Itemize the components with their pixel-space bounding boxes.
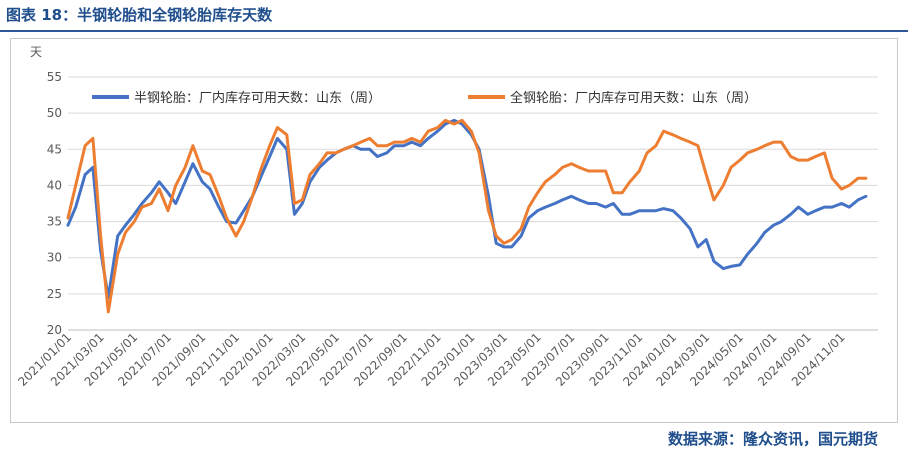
grid-layer: [68, 76, 878, 331]
y-axis-ticks: 20 25 30 35 40 45 50 55: [47, 70, 62, 337]
y-tick-label: 30: [47, 251, 62, 265]
legend: 半钢轮胎：厂内库存可用天数：山东（周） 全钢轮胎：厂内库存可用天数：山东（周）: [92, 90, 757, 106]
y-tick-label: 20: [47, 323, 62, 337]
figure-title: 图表 18：半钢轮胎和全钢轮胎库存天数: [6, 6, 273, 24]
title-rule: [0, 30, 908, 32]
series-layer: [66, 118, 868, 314]
legend-label-series-2: 全钢轮胎：厂内库存可用天数：山东（周）: [510, 90, 757, 106]
y-tick-label: 45: [47, 142, 62, 156]
y-tick-label: 35: [47, 215, 62, 229]
legend-label-series-1: 半钢轮胎：厂内库存可用天数：山东（周）: [134, 90, 381, 106]
y-tick-label: 50: [47, 106, 62, 120]
series-line-1: [66, 118, 868, 299]
x-axis-ticks: 2021/01/012021/03/012021/05/012021/07/01…: [15, 330, 847, 389]
y-tick-label: 40: [47, 178, 62, 192]
source-note: 数据来源：隆众资讯，国元期货: [667, 430, 878, 448]
y-axis-unit-label: 天: [30, 45, 42, 59]
series-line-2: [66, 118, 868, 314]
chart-frame: [10, 38, 898, 423]
y-tick-label: 55: [47, 70, 62, 84]
y-tick-label: 25: [47, 287, 62, 301]
